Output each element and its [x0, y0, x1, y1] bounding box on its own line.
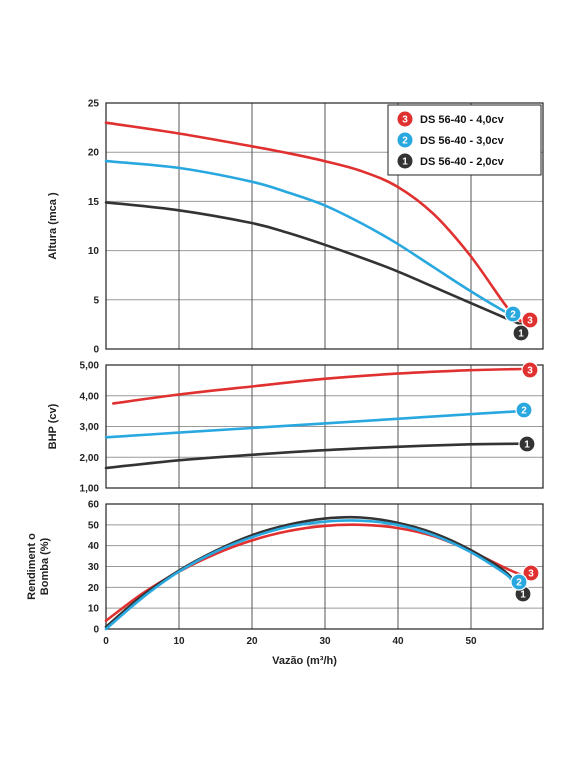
- y-tick-label: 2,00: [80, 453, 100, 464]
- x-tick-label: 10: [173, 636, 185, 647]
- series-line-3: [104, 523, 523, 622]
- series-badge-2: 2: [510, 573, 528, 591]
- series-line-2: [104, 409, 523, 439]
- legend-badge-number: 2: [402, 136, 408, 147]
- legend-label: DS 56-40 - 2,0cv: [420, 156, 505, 168]
- legend: 3 DS 56-40 - 4,0cv 2 DS 56-40 - 3,0cv 1 DS 56…: [387, 104, 542, 176]
- legend-label: DS 56-40 - 3,0cv: [420, 135, 505, 147]
- legend-item-1: 1 DS 56-40 - 2,0cv: [397, 153, 505, 169]
- series-badge-3: 3: [521, 361, 539, 379]
- x-tick-label: 0: [103, 636, 109, 647]
- series-badge-3: 3: [521, 311, 539, 329]
- y-tick-label: 50: [88, 520, 100, 531]
- y-tick-label: 5: [93, 295, 99, 306]
- plot-frame: [105, 364, 544, 489]
- series-badge-3: 3: [522, 564, 540, 582]
- badge-number: 2: [510, 310, 516, 321]
- series-badge-2: 2: [504, 305, 522, 323]
- y-tick-label: 5,00: [80, 361, 100, 372]
- y-tick-label: 1,00: [80, 484, 100, 495]
- y-axis-title: Altura (mca ): [47, 192, 59, 260]
- badge-number: 3: [527, 316, 533, 327]
- y-tick-label: 15: [88, 197, 100, 208]
- x-tick-label: 40: [392, 636, 404, 647]
- badge-number: 3: [527, 366, 533, 377]
- chart-panel-2: 1,00 2,00 3,00 4,00 5,00 3 2 1 BHP (cv): [47, 361, 544, 495]
- y-tick-label: 20: [88, 583, 100, 594]
- badge-circle: [521, 361, 539, 379]
- badge-circle: [521, 311, 539, 329]
- series-line-3: [104, 121, 523, 323]
- legend-item-3: 3 DS 56-40 - 4,0cv: [397, 111, 505, 127]
- badge-number: 2: [521, 406, 527, 417]
- series-line-2: [104, 519, 516, 631]
- x-tick-label: 20: [246, 636, 258, 647]
- legend-badge: [397, 132, 413, 148]
- legend-badge-number: 1: [402, 157, 408, 168]
- plot-frame: [105, 102, 544, 350]
- legend-badge: [397, 153, 413, 169]
- y-tick-label: 4,00: [80, 391, 100, 402]
- legend-badge: [397, 111, 413, 127]
- plot-frame: [105, 503, 544, 630]
- badge-number: 1: [518, 329, 524, 340]
- y-tick-label: 0: [93, 625, 99, 636]
- badge-circle: [510, 573, 528, 591]
- y-axis-title-line: Rendiment o: [26, 533, 38, 600]
- x-tick-label: 50: [465, 636, 477, 647]
- y-tick-label: 30: [88, 562, 100, 573]
- legend-badge-number: 3: [402, 115, 408, 126]
- x-axis-title: Vazão (m³/h): [272, 655, 337, 667]
- series-line-1: [104, 201, 523, 326]
- badge-number: 1: [524, 440, 530, 451]
- series-line-2: [104, 159, 516, 317]
- badge-circle: [522, 564, 540, 582]
- y-axis-title-line: Bomba (%): [39, 537, 51, 595]
- y-tick-label: 3,00: [80, 422, 100, 433]
- series-line-3: [112, 367, 523, 405]
- badge-number: 3: [528, 569, 534, 580]
- series-badge-2: 2: [515, 401, 533, 419]
- badge-circle: [518, 435, 536, 453]
- x-tick-label: 30: [319, 636, 331, 647]
- y-tick-label: 60: [88, 500, 100, 511]
- y-tick-label: 20: [88, 148, 100, 159]
- y-tick-label: 40: [88, 541, 100, 552]
- badge-circle: [512, 324, 530, 342]
- y-tick-label: 25: [88, 99, 100, 110]
- legend-item-2: 2 DS 56-40 - 3,0cv: [397, 132, 505, 148]
- badge-circle: [504, 305, 522, 323]
- badge-circle: [515, 401, 533, 419]
- chart-panel-3: 0 10 20 30 40 50 60 0 10 20 30 40 50 312 Rendiment o Bo…: [26, 500, 544, 667]
- legend-box: [387, 104, 542, 176]
- y-axis-title: BHP (cv): [47, 403, 59, 449]
- series-badge-1: 1: [518, 435, 536, 453]
- y-tick-label: 0: [93, 345, 99, 356]
- y-tick-label: 10: [88, 604, 100, 615]
- series-line-1: [104, 515, 523, 629]
- series-line-1: [104, 442, 523, 470]
- y-tick-label: 10: [88, 246, 100, 257]
- series-badge-1: 1: [512, 324, 530, 342]
- badge-number: 2: [516, 578, 522, 589]
- legend-label: DS 56-40 - 4,0cv: [420, 114, 505, 126]
- badge-number: 1: [520, 590, 526, 601]
